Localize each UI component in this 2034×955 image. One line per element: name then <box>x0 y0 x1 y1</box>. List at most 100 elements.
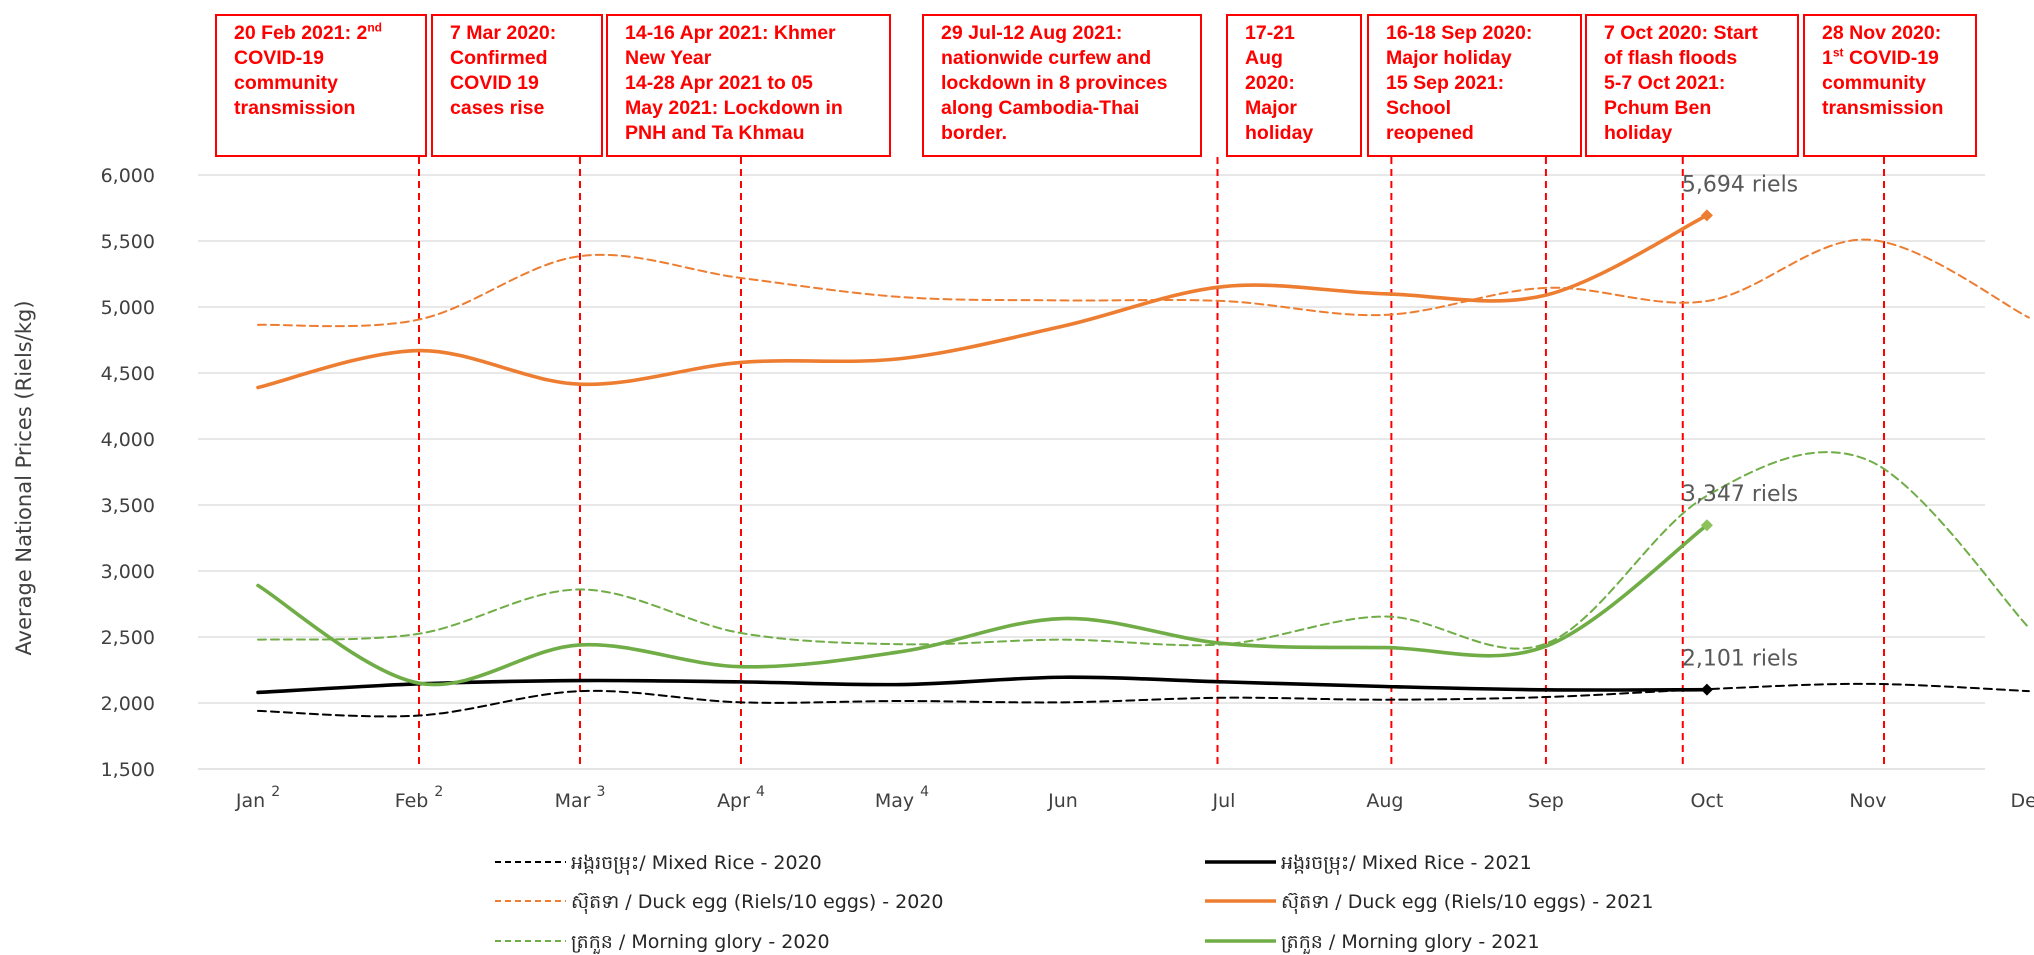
x-tick-label: Feb 2 <box>395 784 444 812</box>
x-tick-note: 2 <box>434 784 443 800</box>
y-axis-title: Average National Prices (Riels/kg) <box>12 300 36 655</box>
x-tick-label: Jul <box>1211 790 1235 812</box>
data-label: 3,347 riels <box>1682 482 1798 507</box>
end-marker <box>1700 209 1713 222</box>
annotation-oct: 7 Oct 2020: Start of flash floods 5-7 Oc… <box>1585 14 1799 157</box>
x-tick-label: Nov <box>1849 790 1886 812</box>
legend-label: អង្ករចម្រុះ/ Mixed Rice - 2020 <box>571 852 822 876</box>
x-tick-label: Jun <box>1047 790 1078 812</box>
y-axis: 1,500 2,000 2,500 3,000 3,500 4,000 4,500 5,000… <box>101 165 155 781</box>
annotation-line: 20 Feb 2021: 2 <box>234 22 368 44</box>
series-line-0 <box>257 682 2030 718</box>
x-tick-label: Mar 3 <box>555 784 606 812</box>
annotation-line: transmission <box>1822 97 1944 119</box>
annotation-line: 7 Mar 2020: <box>450 22 557 44</box>
legend-label: អង្ករចម្រុះ/ Mixed Rice - 2021 <box>1281 852 1532 876</box>
annotation-line: cases rise <box>450 97 545 119</box>
annotation-line: 5-7 Oct 2021: <box>1604 72 1726 94</box>
annotation-line: 15 Sep 2021: <box>1386 72 1505 94</box>
legend-label: ត្រកួន / Morning glory - 2021 <box>1281 931 1540 955</box>
annotation-line: of flash floods <box>1604 47 1738 69</box>
annotation-line: community <box>1822 72 1927 94</box>
series-line-5 <box>256 523 1709 687</box>
annotation-line: Major <box>1245 97 1298 119</box>
y-tick-label: 3,000 <box>101 561 155 583</box>
annotation-line: COVID-19 <box>234 47 324 69</box>
series-lines <box>256 213 2030 718</box>
annotation-line: 28 Nov 2020: <box>1822 22 1942 44</box>
annotation-line: COVID-19 <box>1848 47 1939 69</box>
legend: អង្ករចម្រុះ/ Mixed Rice - 2020 អង្ករចម្រុ… <box>495 852 1654 955</box>
data-label: 2,101 riels <box>1682 647 1798 672</box>
annotation-line: transmission <box>234 97 356 119</box>
data-label: 5,694 riels <box>1682 172 1798 197</box>
x-tick-note: 3 <box>596 784 605 800</box>
x-tick-note: 4 <box>756 784 765 800</box>
annotation-line: holiday <box>1604 122 1673 144</box>
annotation-sup: st <box>1832 45 1844 60</box>
x-tick-label: Jan 2 <box>235 784 280 812</box>
annotation-line: holiday <box>1245 122 1314 144</box>
x-tick-label: Aug <box>1366 790 1403 812</box>
y-tick-label: 6,000 <box>101 165 155 187</box>
series-line-1 <box>256 675 1709 695</box>
annotation-line: lockdown in 8 provinces <box>941 72 1168 94</box>
annotation-sep: 16-18 Sep 2020: Major holiday 15 Sep 202… <box>1367 14 1582 157</box>
y-tick-label: 2,000 <box>101 693 155 715</box>
y-tick-label: 3,500 <box>101 495 155 517</box>
legend-label: ស៊ុតទា / Duck egg (Riels/10 eggs) - 2021 <box>1281 891 1654 915</box>
annotation-line: along Cambodia-Thai <box>941 97 1140 119</box>
annotation-line: May 2021: Lockdown in <box>625 97 843 119</box>
annotation-jul-2021: 29 Jul-12 Aug 2021: nationwide curfew an… <box>922 14 1202 157</box>
annotation-nov-2020: 28 Nov 2020: 1st COVID-19 community tran… <box>1803 14 1977 157</box>
end-marker <box>1700 519 1713 532</box>
x-tick-label: Oct <box>1690 790 1723 812</box>
series-line-3 <box>256 213 1709 390</box>
annotation-apr-2021: 14-16 Apr 2021: Khmer New Year 14-28 Apr… <box>606 14 891 157</box>
end-markers <box>1700 209 1713 696</box>
y-tick-label: 5,000 <box>101 297 155 319</box>
y-tick-label: 5,500 <box>101 231 155 253</box>
annotation-line: 29 Jul-12 Aug 2021: <box>941 22 1123 44</box>
series-line-2 <box>257 238 2030 328</box>
legend-label: ស៊ុតទា / Duck egg (Riels/10 eggs) - 2020 <box>571 891 944 915</box>
annotation-line: 14-28 Apr 2021 to 05 <box>625 72 813 94</box>
y-tick-label: 4,500 <box>101 363 155 385</box>
x-tick-label: Dec <box>2011 790 2034 812</box>
annotation-line: Pchum Ben <box>1604 97 1712 119</box>
y-tick-label: 2,500 <box>101 627 155 649</box>
x-tick-note: 2 <box>271 784 280 800</box>
annotation-line: School <box>1386 97 1452 119</box>
annotation-line: community <box>234 72 339 94</box>
annotation-line: 16-18 Sep 2020: <box>1386 22 1533 44</box>
annotation-line: Major holiday <box>1386 47 1512 69</box>
annotation-aug-2020: 17-21 Aug 2020: Major holiday <box>1226 14 1362 157</box>
data-labels: 5,694 riels 3,347 riels 2,101 riels <box>1682 172 1798 671</box>
annotation-line: 17-21 <box>1245 22 1295 44</box>
legend-label: ត្រកួន / Morning glory - 2020 <box>571 931 830 955</box>
x-tick-label: Sep <box>1528 790 1564 812</box>
annotation-line: Confirmed <box>450 47 548 69</box>
annotation-line: Aug <box>1245 47 1283 69</box>
x-tick-label: May 4 <box>875 784 929 812</box>
annotation-line: 2020: <box>1245 72 1295 94</box>
annotation-line: 7 Oct 2020: Start <box>1604 22 1758 44</box>
annotation-line: 14-16 Apr 2021: Khmer <box>625 22 836 44</box>
y-tick-label: 4,000 <box>101 429 155 451</box>
annotation-mar-2020: 7 Mar 2020: Confirmed COVID 19 cases ris… <box>431 14 603 157</box>
annotation-sup: nd <box>367 20 383 35</box>
annotation-line: 1 <box>1822 47 1833 69</box>
series-line-4 <box>257 451 2030 650</box>
x-tick-label: Apr 4 <box>717 784 765 812</box>
annotation-line: nationwide curfew and <box>941 47 1152 69</box>
annotation-line: COVID 19 <box>450 72 539 94</box>
annotation-line: reopened <box>1386 122 1474 144</box>
y-tick-label: 1,500 <box>101 759 155 781</box>
end-marker <box>1700 683 1713 696</box>
event-lines <box>417 157 1886 769</box>
annotation-feb-2021: 20 Feb 2021: 2nd COVID-19 community tran… <box>215 14 427 157</box>
x-tick-note: 4 <box>920 784 929 800</box>
annotation-line: border. <box>941 122 1008 144</box>
annotation-line: New Year <box>625 47 712 69</box>
